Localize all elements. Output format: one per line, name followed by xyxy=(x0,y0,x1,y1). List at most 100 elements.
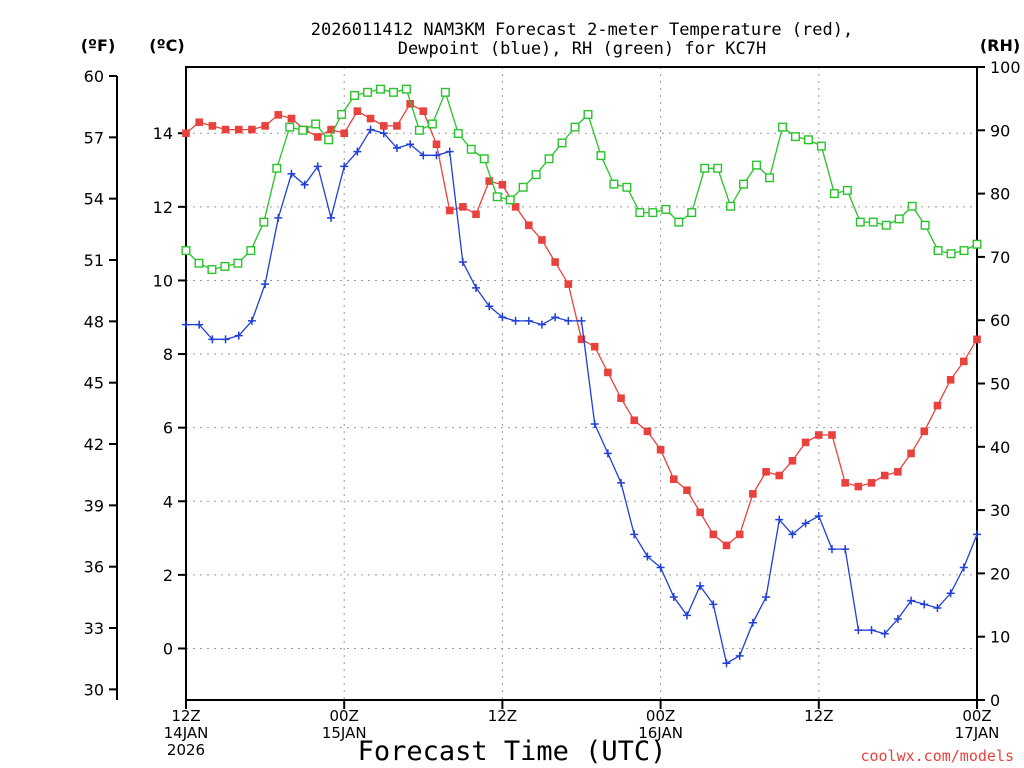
rh-point xyxy=(713,163,723,173)
dewpoint-point xyxy=(406,140,415,149)
credit-text: coolwx.com/models xyxy=(860,747,1014,765)
2-meter-temperature-point xyxy=(195,118,203,127)
x-tick-label: 17JAN xyxy=(955,724,1000,742)
2-meter-temperature-point xyxy=(762,468,770,476)
2-meter-temperature-point xyxy=(775,471,784,480)
x-tick-label: 00Z xyxy=(330,707,359,725)
fahrenheit-tick-label: 48 xyxy=(84,312,104,331)
dewpoint-point xyxy=(603,449,612,458)
dewpoint-point xyxy=(959,563,968,572)
2-meter-temperature-point xyxy=(590,342,599,351)
dewpoint-point xyxy=(327,213,336,222)
2-meter-temperature-point xyxy=(182,129,190,138)
rh-point xyxy=(311,119,321,129)
dewpoint-point xyxy=(854,626,863,635)
2-meter-temperature-point xyxy=(551,258,559,266)
dewpoint-point xyxy=(722,659,731,668)
rh-point xyxy=(401,84,411,94)
2-meter-temperature-point xyxy=(946,376,955,384)
rh-axis-label: (RH) xyxy=(980,36,1020,55)
celsius-axis-label: (ºC) xyxy=(149,36,184,55)
rh-point xyxy=(881,220,891,230)
dewpoint-point xyxy=(577,316,586,325)
dewpoint-point xyxy=(221,335,230,344)
rh-tick-label: 30 xyxy=(990,501,1010,520)
2-meter-temperature-point xyxy=(709,530,718,539)
dewpoint-point xyxy=(287,169,296,178)
rh-point xyxy=(272,163,282,173)
dewpoint-point xyxy=(498,313,507,322)
2-meter-temperature-point xyxy=(353,107,362,115)
fahrenheit-axis-label: (ºF) xyxy=(81,36,116,55)
rh-point xyxy=(933,246,943,256)
rh-point xyxy=(661,204,671,214)
2-meter-temperature-point xyxy=(445,206,454,215)
2-meter-temperature-point xyxy=(722,541,731,550)
dewpoint-point xyxy=(353,147,362,156)
dewpoint-point xyxy=(682,611,691,620)
celsius-tick-label: 4 xyxy=(163,492,173,511)
rh-point xyxy=(324,135,334,145)
rh-point xyxy=(739,179,749,189)
rh-tick-label: 0 xyxy=(990,691,1000,710)
rh-point xyxy=(855,217,865,227)
dewpoint-point xyxy=(709,600,718,609)
dewpoint-point xyxy=(696,581,705,590)
rh-point xyxy=(920,220,930,230)
dewpoint-point xyxy=(300,180,309,189)
dewpoint-point xyxy=(630,530,639,539)
rh-point xyxy=(829,189,839,199)
x-tick-label: 12Z xyxy=(171,707,200,725)
rh-line xyxy=(185,88,978,271)
2-meter-temperature-point xyxy=(841,479,849,487)
rh-point xyxy=(246,246,256,256)
dewpoint-point xyxy=(669,592,678,601)
dewpoint-point xyxy=(801,519,810,528)
dewpoint-point xyxy=(485,302,494,311)
2-meter-temperature-point xyxy=(854,482,863,491)
rh-point xyxy=(363,87,373,97)
rh-point xyxy=(700,163,710,173)
2-meter-temperature-point xyxy=(880,471,889,480)
2-meter-temperature-point xyxy=(432,140,441,149)
2-meter-temperature-point xyxy=(511,203,520,211)
celsius-tick-label: 8 xyxy=(163,345,173,364)
2-meter-temperature-point xyxy=(393,122,401,130)
2-meter-temperature-point xyxy=(788,456,797,465)
dewpoint-point xyxy=(524,316,533,325)
rh-point xyxy=(816,141,826,151)
2-meter-temperature-point xyxy=(459,203,467,211)
2-meter-temperature-point xyxy=(828,431,836,439)
rh-point xyxy=(765,173,775,183)
dewpoint-point xyxy=(379,129,388,138)
rh-point xyxy=(570,122,580,132)
rh-point xyxy=(518,182,528,192)
2-meter-temperature-point xyxy=(248,125,256,134)
dewpoint-point xyxy=(537,320,546,329)
dewpoint-point xyxy=(775,515,784,524)
x-tick-label: 16JAN xyxy=(638,724,683,742)
dewpoint-point xyxy=(432,151,441,160)
dewpoint-point xyxy=(656,563,665,572)
2-meter-temperature-point xyxy=(630,416,639,425)
rh-point xyxy=(674,217,684,227)
rh-point xyxy=(726,201,736,211)
rh-point xyxy=(790,132,800,142)
2-meter-temperature-point xyxy=(815,431,823,439)
2-meter-temperature-point xyxy=(604,368,612,377)
2-meter-temperature-point xyxy=(419,107,428,115)
2-meter-temperature-point xyxy=(669,475,678,483)
rh-point xyxy=(479,154,489,164)
2-meter-temperature-point xyxy=(406,100,414,108)
rh-point xyxy=(220,261,230,271)
rh-point xyxy=(777,122,787,132)
2-meter-temperature-point xyxy=(274,111,283,119)
rh-point xyxy=(492,192,502,202)
gridlines xyxy=(186,67,977,700)
fahrenheit-tick-label: 39 xyxy=(84,496,104,515)
2-meter-temperature-point xyxy=(656,445,665,454)
rh-tick-label: 100 xyxy=(990,58,1021,77)
chart-title-line-1: 2026011412 NAM3KM Forecast 2-meter Tempe… xyxy=(311,20,853,40)
rh-point xyxy=(907,201,917,211)
